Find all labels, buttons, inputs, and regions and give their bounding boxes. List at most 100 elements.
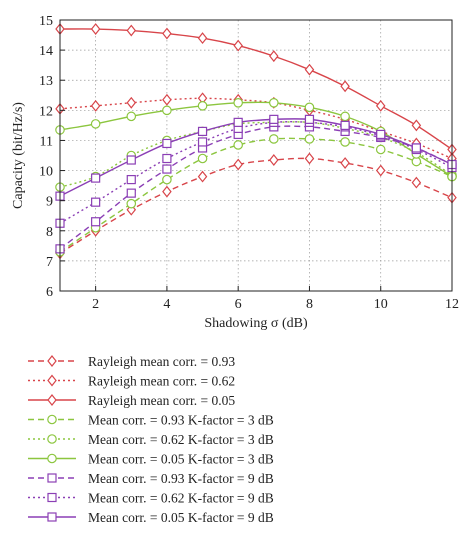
data-point xyxy=(233,39,243,52)
legend-item: Mean corr. = 0.93 K-factor = 9 dB xyxy=(28,471,274,486)
legend-label: Mean corr. = 0.93 K-factor = 9 dB xyxy=(88,471,274,486)
data-point xyxy=(340,137,350,147)
series-9 xyxy=(55,114,457,201)
data-point xyxy=(126,155,136,165)
data-point xyxy=(126,24,137,37)
legend-marker xyxy=(47,374,57,387)
legend-label: Rayleigh mean corr. = 0.05 xyxy=(88,393,235,408)
legend-marker xyxy=(47,453,57,464)
data-point xyxy=(197,126,208,137)
y-tick-label: 9 xyxy=(46,195,53,210)
data-point xyxy=(269,114,279,124)
data-point xyxy=(233,117,243,127)
data-point xyxy=(304,102,315,113)
data-point xyxy=(375,164,386,177)
y-tick-label: 6 xyxy=(46,285,53,300)
data-point xyxy=(162,153,172,164)
data-point xyxy=(376,129,386,140)
series-line xyxy=(59,97,453,160)
y-tick-label: 14 xyxy=(39,44,53,59)
data-point xyxy=(162,105,172,116)
data-point xyxy=(340,111,350,122)
data-point xyxy=(90,23,101,35)
data-point xyxy=(375,99,386,112)
legend: Rayleigh mean corr. = 0.93 Rayleigh mean … xyxy=(28,354,274,525)
legend-item: Rayleigh mean corr. = 0.05 xyxy=(28,393,235,408)
data-point xyxy=(233,98,243,108)
data-point xyxy=(197,32,208,45)
series-line xyxy=(59,28,453,151)
data-point xyxy=(269,134,279,144)
data-point xyxy=(411,143,421,153)
data-point xyxy=(233,158,243,171)
x-axis-title: Shadowing σ (dB) xyxy=(204,316,308,331)
data-point xyxy=(304,63,315,76)
series-8 xyxy=(55,117,457,228)
data-point xyxy=(197,170,208,183)
data-point xyxy=(162,185,172,198)
data-point xyxy=(126,188,136,198)
y-tick-label: 8 xyxy=(46,225,53,240)
legend-label: Mean corr. = 0.05 K-factor = 3 dB xyxy=(88,452,274,467)
series-line xyxy=(59,157,453,254)
legend-marker xyxy=(47,512,57,522)
data-point xyxy=(126,111,137,122)
data-point xyxy=(162,27,172,40)
legend-marker xyxy=(47,473,57,483)
data-point xyxy=(90,99,101,112)
y-tick-label: 15 xyxy=(39,14,53,29)
legend-label: Mean corr. = 0.62 K-factor = 9 dB xyxy=(88,491,274,506)
legend-item: Mean corr. = 0.05 K-factor = 3 dB xyxy=(28,452,274,467)
data-point xyxy=(269,98,279,108)
data-point xyxy=(91,173,101,183)
plot-frame xyxy=(59,19,453,292)
legend-label: Mean corr. = 0.93 K-factor = 3 dB xyxy=(88,413,274,428)
legend-marker xyxy=(47,414,57,425)
legend-item: Mean corr. = 0.93 K-factor = 3 dB xyxy=(28,413,274,428)
data-point xyxy=(304,152,315,165)
legend-label: Rayleigh mean corr. = 0.62 xyxy=(88,374,235,389)
data-point xyxy=(375,144,386,155)
legend-label: Mean corr. = 0.62 K-factor = 3 dB xyxy=(88,432,274,447)
data-point xyxy=(304,134,315,144)
legend-item: Mean corr. = 0.05 K-factor = 9 dB xyxy=(28,510,274,525)
legend-label: Mean corr. = 0.05 K-factor = 9 dB xyxy=(88,510,274,525)
x-tick-label: 12 xyxy=(445,297,459,312)
data-point xyxy=(162,164,172,174)
series-lines xyxy=(55,23,457,260)
data-point xyxy=(304,114,315,124)
data-point xyxy=(233,140,243,150)
x-tick-label: 2 xyxy=(92,297,99,312)
data-point xyxy=(269,154,279,166)
x-tick-label: 10 xyxy=(374,297,388,312)
x-tick-label: 6 xyxy=(235,297,242,312)
legend-marker xyxy=(47,434,57,444)
y-tick-label: 10 xyxy=(39,165,53,180)
legend-item: Rayleigh mean corr. = 0.93 xyxy=(28,354,235,369)
data-point xyxy=(126,174,136,185)
data-point xyxy=(411,176,422,189)
data-point xyxy=(162,174,172,185)
data-point xyxy=(162,93,172,106)
data-point xyxy=(411,119,422,132)
series-line xyxy=(59,121,453,224)
data-point xyxy=(162,138,172,149)
grid xyxy=(60,19,453,292)
series-line xyxy=(59,121,453,188)
series-line xyxy=(59,137,453,253)
data-point xyxy=(91,217,101,227)
data-point xyxy=(269,50,279,63)
y-tick-label: 11 xyxy=(40,134,53,149)
data-point xyxy=(197,101,208,111)
y-tick-label: 7 xyxy=(46,255,53,270)
axis-ticks: 2 4 6 8 10 12 6 7 8 9 10 11 12 13 14 15 xyxy=(39,14,459,312)
legend-marker xyxy=(47,355,57,367)
x-tick-label: 4 xyxy=(163,297,170,312)
data-point xyxy=(197,153,208,164)
data-point xyxy=(91,197,101,207)
y-tick-label: 13 xyxy=(39,74,53,89)
y-axis-title: Capacity (bit/Hz/s) xyxy=(11,102,26,209)
data-point xyxy=(126,96,137,109)
data-point xyxy=(340,120,350,130)
